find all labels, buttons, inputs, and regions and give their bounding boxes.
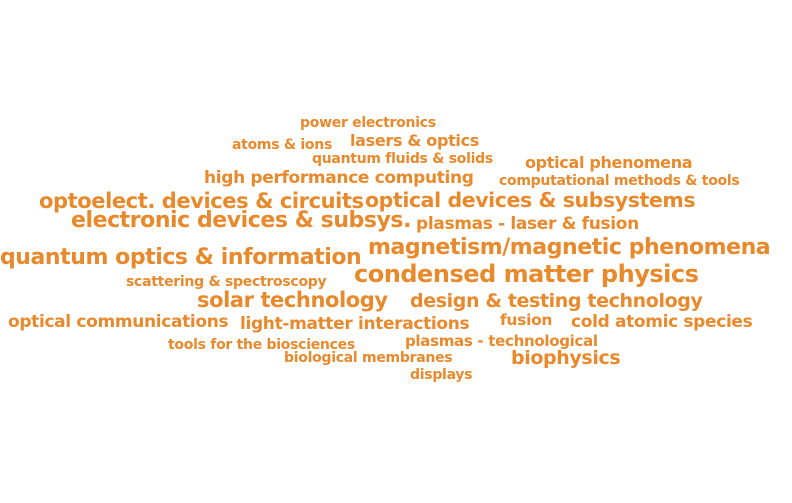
word-displays: displays (410, 367, 473, 383)
word-tools-for-the-biosciences: tools for the biosciences (168, 337, 355, 353)
word-biophysics: biophysics (511, 347, 621, 369)
word-fusion: fusion (500, 311, 553, 329)
word-electronic-devices-subsys: electronic devices & subsys. (71, 208, 411, 233)
word-computational-methods-tools: computational methods & tools (499, 173, 740, 189)
word-optical-devices-subsystems: optical devices & subsystems (365, 188, 696, 212)
word-quantum-fluids-solids: quantum fluids & solids (312, 151, 493, 167)
word-light-matter-interactions: light-matter interactions (240, 314, 470, 334)
word-magnetism-magnetic-phenomena: magnetism/magnetic phenomena (368, 235, 771, 260)
word-optical-phenomena: optical phenomena (525, 153, 693, 172)
word-plasmas-technological: plasmas - technological (405, 332, 598, 350)
word-biological-membranes: biological membranes (284, 350, 453, 366)
word-optoelect-devices-circuits: optoelect. devices & circuits (39, 189, 364, 213)
word-cold-atomic-species: cold atomic species (571, 312, 753, 332)
word-high-performance-computing: high performance computing (204, 168, 474, 188)
word-power-electronics: power electronics (300, 115, 436, 131)
word-quantum-optics-information: quantum optics & information (0, 245, 362, 270)
word-solar-technology: solar technology (197, 288, 388, 312)
word-plasmas-laser-fusion: plasmas - laser & fusion (416, 214, 639, 234)
word-optical-communications: optical communications (8, 312, 229, 332)
word-atoms-ions: atoms & ions (232, 137, 332, 153)
word-scattering-spectroscopy: scattering & spectroscopy (126, 274, 327, 290)
word-lasers-optics: lasers & optics (350, 131, 479, 150)
word-design-testing-technology: design & testing technology (410, 290, 703, 312)
word-condensed-matter-physics: condensed matter physics (354, 260, 699, 288)
